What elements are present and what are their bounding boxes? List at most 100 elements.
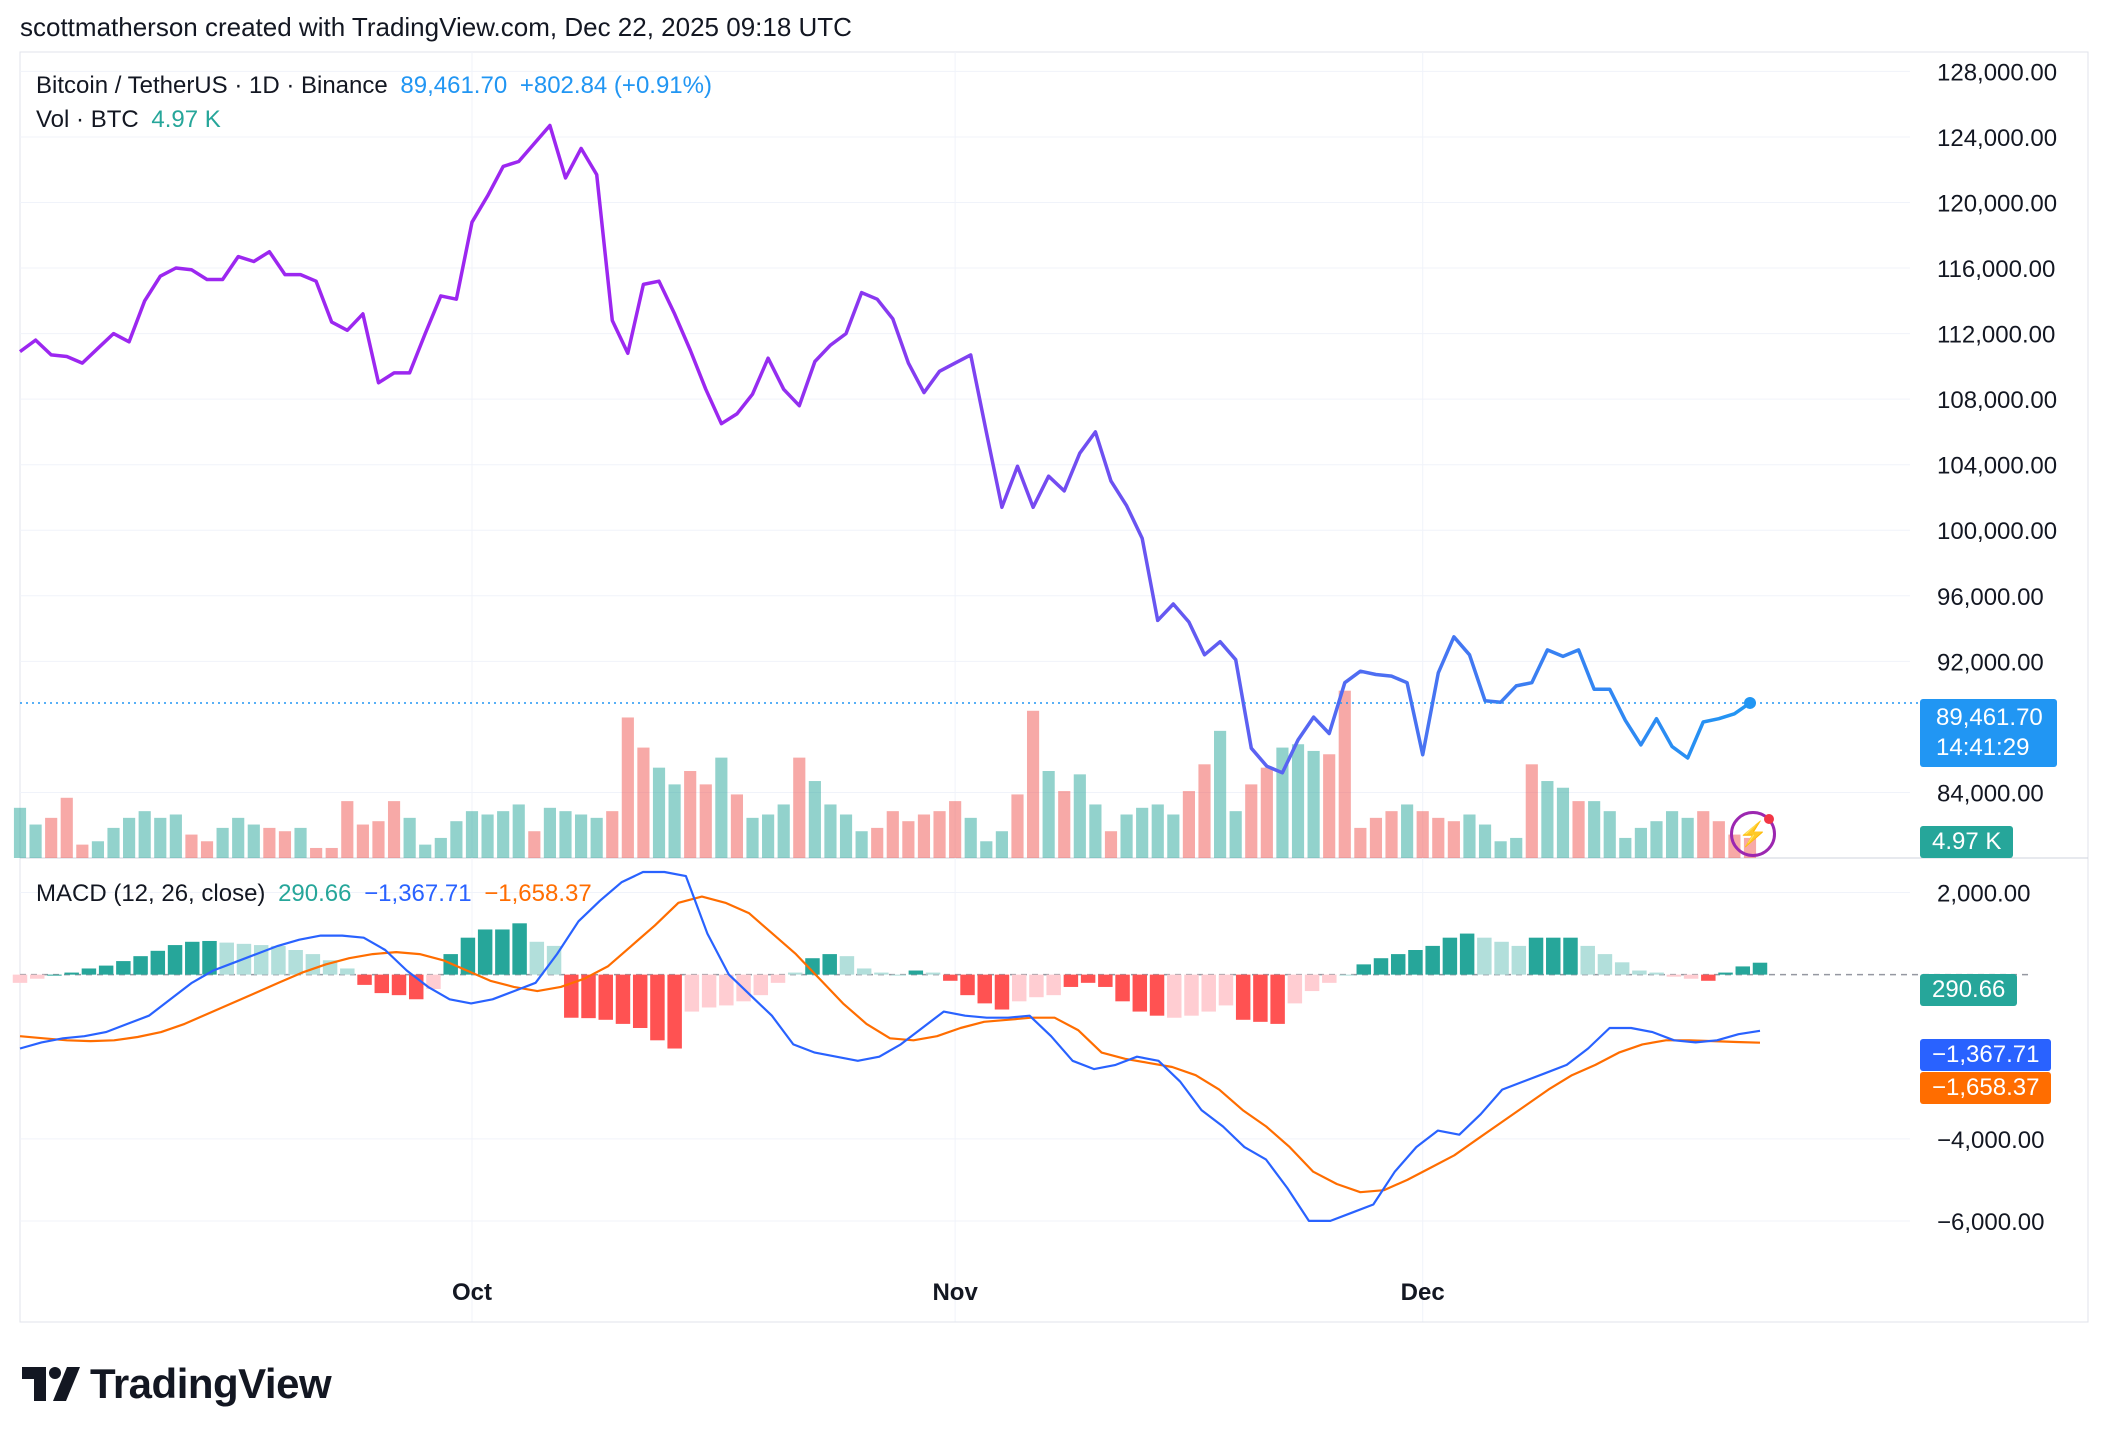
price-axis-label: 128,000.00 [1937,59,2057,86]
macd-histogram-bar [1080,974,1096,983]
volume-bar [497,811,510,858]
macd-histogram-bar [632,974,648,1028]
volume-bar [933,811,946,858]
tradingview-logo[interactable]: TradingView [22,1360,332,1408]
macd-histogram-bar [81,968,97,975]
volume-bar [902,821,915,858]
tradingview-logo-icon [22,1367,80,1401]
macd-histogram-bar [1304,974,1320,992]
volume-bar [45,817,58,858]
logo-text: TradingView [90,1360,332,1407]
macd-histogram-bar [391,974,407,996]
volume-bar [1198,764,1211,858]
volume-bar [1338,690,1351,858]
macd-histogram-bar [460,937,476,975]
volume-bar [1307,750,1320,858]
volume-bar [1603,811,1616,858]
volume-bar [1089,804,1102,858]
price-axis-label: 104,000.00 [1937,453,2057,480]
volume-bar [1650,821,1663,858]
volume-bar [1136,807,1149,858]
macd-signal-value: −1,658.37 [484,880,592,907]
macd-histogram-bar [150,950,166,975]
macd-histogram-bar [581,974,596,1019]
price-axis-label: 96,000.00 [1937,584,2044,611]
volume-bar [278,831,292,858]
macd-histogram-bar [271,945,286,975]
volume-bar [1416,811,1429,858]
price-tag-value: 89,461.70 [1936,704,2043,731]
volume-bar [1385,811,1398,858]
volume-bar [1167,814,1180,858]
volume-bar [1665,811,1679,858]
volume-bar [637,747,650,858]
volume-label[interactable]: Vol · BTC [36,106,139,133]
macd-histogram-bar [1683,974,1699,979]
volume-bar [29,824,42,858]
macd-histogram-bar [1184,974,1199,1016]
macd-histogram-bar [1046,974,1061,996]
macd-histogram-bar [684,974,700,1012]
notification-dot-icon [1764,814,1774,824]
macd-histogram-bar [374,974,390,994]
macd-histogram-bar [529,941,545,975]
macd-histogram-bar [426,974,441,989]
macd-histogram-bar [1408,950,1423,975]
price-tag: 89,461.70 14:41:29 [1920,699,2057,767]
macd-histogram-bar [1063,974,1079,987]
time-axis-label: Nov [932,1279,978,1306]
macd-histogram-bar [1201,974,1216,1012]
volume-bar [917,814,931,858]
chart-frame [19,51,2089,1323]
volume-bar [1697,811,1710,858]
price-axis-label: 100,000.00 [1937,518,2057,545]
volume-bar [1463,814,1476,858]
volume-bar [13,807,27,858]
volume-bar [76,844,89,858]
macd-histogram-bar [839,956,855,975]
attribution-text: scottmatherson created with TradingView.… [20,12,852,42]
volume-bar [294,827,307,858]
macd-histogram-bar [64,972,79,975]
volume-bar [450,821,463,858]
volume-bar [855,831,868,858]
macd-histogram-bar [477,929,493,975]
volume-bar [590,817,603,858]
macd-histogram-bar [719,974,734,1006]
volume-bar [1291,744,1305,858]
macd-label[interactable]: MACD (12, 26, close) [36,880,266,907]
volume-bar [575,814,588,858]
macd-histogram-bar [1115,974,1130,1002]
volume-bar [762,814,775,858]
volume-bar [886,811,899,858]
volume-bar [1058,791,1071,858]
volume-bar [247,824,260,858]
price-axis-label: 124,000.00 [1937,125,2057,152]
macd-line-value: −1,367.71 [364,880,472,907]
volume-bar [980,841,993,858]
symbol-label[interactable]: Bitcoin / TetherUS · 1D · Binance [36,72,388,99]
volume-bar [465,811,479,858]
macd-histogram-bar [925,972,941,975]
macd-histogram-bar [667,974,682,1049]
time-axis-label: Dec [1401,1279,1445,1306]
lightning-icon[interactable]: ⚡ [1730,811,1776,857]
macd-histogram-bar [1356,964,1371,975]
volume-bar [777,804,790,858]
macd-histogram-bar [960,974,975,996]
macd-histogram-bar [1477,937,1492,975]
macd-histogram-bar [1270,974,1285,1024]
volume-bar [1510,837,1523,858]
macd-histogram-bar [943,974,958,981]
volume-bar [232,817,245,858]
chart-canvas[interactable]: 128,000.00 124,000.00 120,000.00 116,000.00… [0,0,2108,1330]
macd-legend: MACD (12, 26, close) 290.66 −1,367.71 −1… [36,880,598,908]
volume-bar [154,817,167,858]
macd-histogram-bar [1287,974,1303,1004]
volume-bar [559,811,572,858]
time-axis-label: Oct [452,1279,492,1306]
macd-line [19,870,1761,1223]
macd-histogram-bar [822,954,837,975]
macd-histogram-bar [1442,937,1458,975]
macd-histogram-bar [1149,974,1165,1016]
